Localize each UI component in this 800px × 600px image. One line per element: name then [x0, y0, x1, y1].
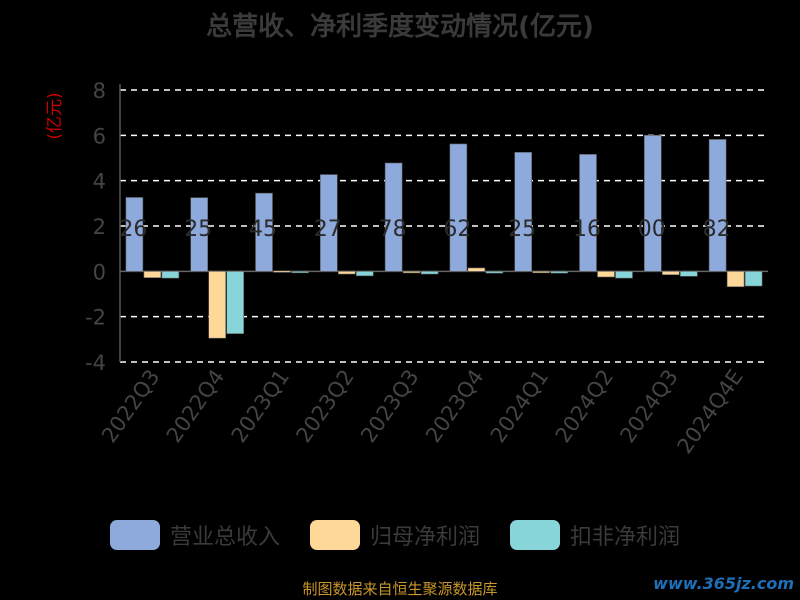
legend-item-deducted-profit[interactable]: 扣非净利润: [510, 518, 680, 552]
y-tick-label: 4: [93, 170, 106, 194]
x-tick-label: 2023Q1: [227, 365, 294, 447]
bar-revenue: [125, 197, 144, 272]
bar-net-profit: [532, 271, 551, 274]
bar-deducted-profit: [355, 271, 374, 277]
bar-revenue: [579, 154, 597, 272]
bar-net-profit: [337, 271, 356, 275]
x-tick-label: 2023Q4: [421, 365, 488, 447]
legend-item-revenue[interactable]: 营业总收入: [110, 518, 280, 552]
chart-title: 总营收、净利季度变动情况(亿元): [206, 12, 594, 42]
y-tick-label: 2: [93, 215, 106, 239]
bar-deducted-profit: [615, 271, 633, 279]
bar-revenue: [255, 192, 273, 272]
x-tick-label: 2024Q4E: [673, 365, 748, 458]
legend-swatch-revenue: [110, 520, 160, 550]
legend-label-deducted-profit: 扣非净利润: [570, 525, 681, 550]
data-label: 62: [443, 217, 471, 242]
data-label: 78: [379, 217, 407, 242]
bar-deducted-profit: [744, 271, 763, 287]
bar-net-profit: [273, 270, 291, 273]
x-tick-label: 2024Q1: [486, 365, 553, 447]
bar-deducted-profit: [161, 271, 180, 279]
bar-deducted-profit: [550, 271, 569, 274]
bar-net-profit: [726, 271, 745, 288]
data-label: 26: [119, 217, 147, 242]
data-label: 25: [508, 217, 536, 242]
bar-deducted-profit: [485, 271, 504, 274]
bar-net-profit: [402, 271, 421, 274]
legend: 营业总收入 归母净利润 扣非净利润: [0, 518, 800, 552]
bar-revenue: [514, 152, 533, 272]
bar-revenue: [449, 143, 468, 272]
bar-net-profit: [143, 271, 162, 278]
bar-revenue: [708, 139, 727, 272]
data-label: 82: [703, 217, 731, 242]
bar-deducted-profit: [291, 271, 309, 274]
source-note: 制图数据来自恒生聚源数据库: [302, 580, 498, 598]
bar-net-profit: [467, 267, 486, 272]
legend-label-revenue: 营业总收入: [170, 525, 281, 550]
legend-label-net-profit: 归母净利润: [370, 525, 481, 550]
y-tick-label: 8: [93, 79, 106, 103]
data-label: 25: [184, 217, 212, 242]
bar-deducted-profit: [420, 271, 439, 275]
data-label: 45: [249, 217, 277, 242]
y-tick-label: -4: [85, 351, 106, 375]
data-label: 27: [314, 217, 342, 242]
data-label: 16: [573, 217, 601, 242]
bar-revenue: [319, 174, 338, 272]
x-tick-label: 2024Q2: [551, 365, 618, 447]
x-tick-label: 2022Q3: [97, 365, 164, 447]
bar-net-profit: [661, 271, 680, 276]
data-label: 00: [638, 217, 666, 242]
data-labels: 26 25 45 27 78 62 25 16 00 82: [119, 217, 730, 242]
legend-swatch-net-profit: [310, 520, 360, 550]
bar-revenue: [643, 135, 662, 272]
x-tick-label: 2023Q3: [356, 365, 423, 447]
bars: [125, 135, 763, 339]
y-axis-unit-label: (亿元): [45, 92, 65, 139]
y-tick-label: -2: [85, 306, 106, 330]
legend-item-net-profit[interactable]: 归母净利润: [310, 518, 480, 552]
bar-net-profit: [597, 271, 615, 278]
bar-net-profit: [208, 271, 226, 339]
x-tick-label: 2023Q2: [291, 365, 358, 447]
bar-revenue: [190, 197, 208, 272]
bar-deducted-profit: [226, 271, 244, 334]
watermark: www.365jz.com: [653, 574, 794, 593]
x-tick-label: 2024Q3: [615, 365, 682, 447]
bar-deducted-profit: [679, 271, 698, 277]
y-tick-label: 6: [93, 124, 106, 148]
x-tick-label: 2022Q4: [162, 365, 229, 447]
bar-revenue: [384, 162, 403, 272]
legend-swatch-deducted-profit: [510, 520, 560, 550]
y-tick-label: 0: [93, 260, 106, 284]
